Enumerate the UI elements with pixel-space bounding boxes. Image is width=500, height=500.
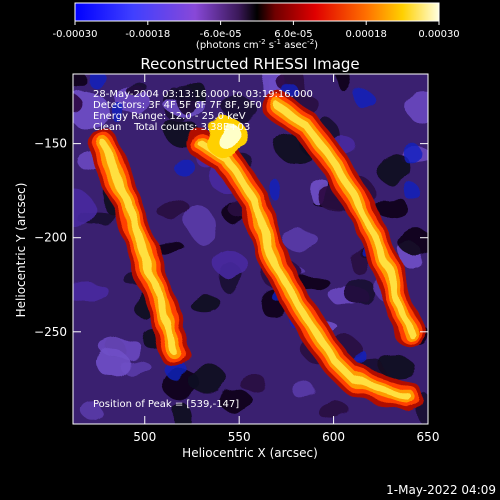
x-tick-label: 600 [322, 430, 345, 444]
background-blob [124, 81, 148, 96]
background-blob [269, 180, 283, 201]
peak-center [216, 121, 241, 150]
background-blob [400, 229, 428, 258]
background-blob [188, 365, 228, 395]
annotation-total-counts: Clean Total counts: 3.38E+03 [93, 122, 250, 133]
background-blob [375, 197, 410, 219]
colorbar-tick-label: -0.00018 [125, 29, 170, 40]
axis-ticks: 500 550 600 650 −150 −200 −250 [34, 74, 439, 444]
background-blob [376, 152, 412, 186]
background-blob [73, 74, 87, 91]
x-axis-label: Heliocentric X (arcsec) [182, 446, 318, 460]
annotation-time-range: 28-May-2004 03:13:16.000 to 03:19:16.000 [93, 89, 313, 100]
annotation-detectors: Detectors: 3F 4F 5F 6F 7F 8F, 9F0 [93, 100, 262, 111]
background-blob [187, 292, 219, 312]
background-blob [281, 230, 319, 250]
background-blob [88, 74, 109, 89]
background-blob [96, 347, 128, 378]
background-blob [175, 85, 195, 113]
background-blob [73, 281, 110, 303]
background-blob [172, 402, 191, 424]
flux-ridge [99, 140, 177, 355]
background-blob [80, 400, 102, 419]
background-blob [405, 92, 428, 123]
timestamp-footer: 1-May-2022 04:09 [386, 483, 496, 497]
chart-title: Reconstructed RHESSI Image [140, 55, 359, 73]
background-blob [73, 97, 84, 115]
background-blob [317, 401, 350, 421]
colorbar-unit: (photons cm-2 s-1 asec-2) [196, 38, 318, 51]
annotation-energy-range: Energy Range: 12.0 - 25.0 keV [93, 111, 246, 122]
x-tick-label: 550 [228, 430, 251, 444]
x-tick-label: 650 [417, 430, 440, 444]
background-blob [352, 88, 372, 107]
colorbar-tick-label: -0.00030 [53, 29, 98, 40]
colorbar [74, 2, 440, 22]
background-blob [356, 349, 368, 367]
background-blob [111, 102, 126, 124]
heatmap-image [73, 74, 428, 424]
background-blob [337, 74, 354, 93]
background-blob [378, 358, 416, 378]
y-tick-label: −200 [34, 231, 67, 245]
y-tick-label: −150 [34, 137, 67, 151]
y-tick-label: −250 [34, 325, 67, 339]
plot-frame [72, 73, 429, 425]
colorbar-tick-label: -6.0e-05 [200, 29, 242, 40]
background-blob [239, 375, 267, 392]
colorbar-tick-label: 0.00030 [418, 29, 459, 40]
background-blob [156, 201, 193, 220]
background-blob [173, 158, 195, 176]
background-blob [402, 144, 423, 165]
colorbar-tick-label: 0.00018 [346, 29, 387, 40]
flux-ridge [197, 140, 413, 402]
colorbar-tick-label: 6.0e-05 [274, 29, 312, 40]
peak-position-label: Position of Peak = [539,-147] [93, 399, 239, 410]
background-blob [213, 249, 246, 278]
background-blob [291, 383, 316, 398]
background-blob [73, 191, 94, 226]
x-tick-label: 500 [133, 430, 156, 444]
background-blob [187, 207, 216, 243]
background-blob [344, 277, 376, 307]
background-blob [224, 97, 257, 121]
flux-ridge [273, 102, 413, 336]
background-blob [407, 184, 421, 204]
colorbar-ticks: -0.00030 -0.00018 -6.0e-05 6.0e-05 0.00018 0.… [53, 21, 460, 40]
background-blob [218, 389, 253, 412]
y-axis-label: Heliocentric Y (arcsec) [14, 183, 28, 318]
